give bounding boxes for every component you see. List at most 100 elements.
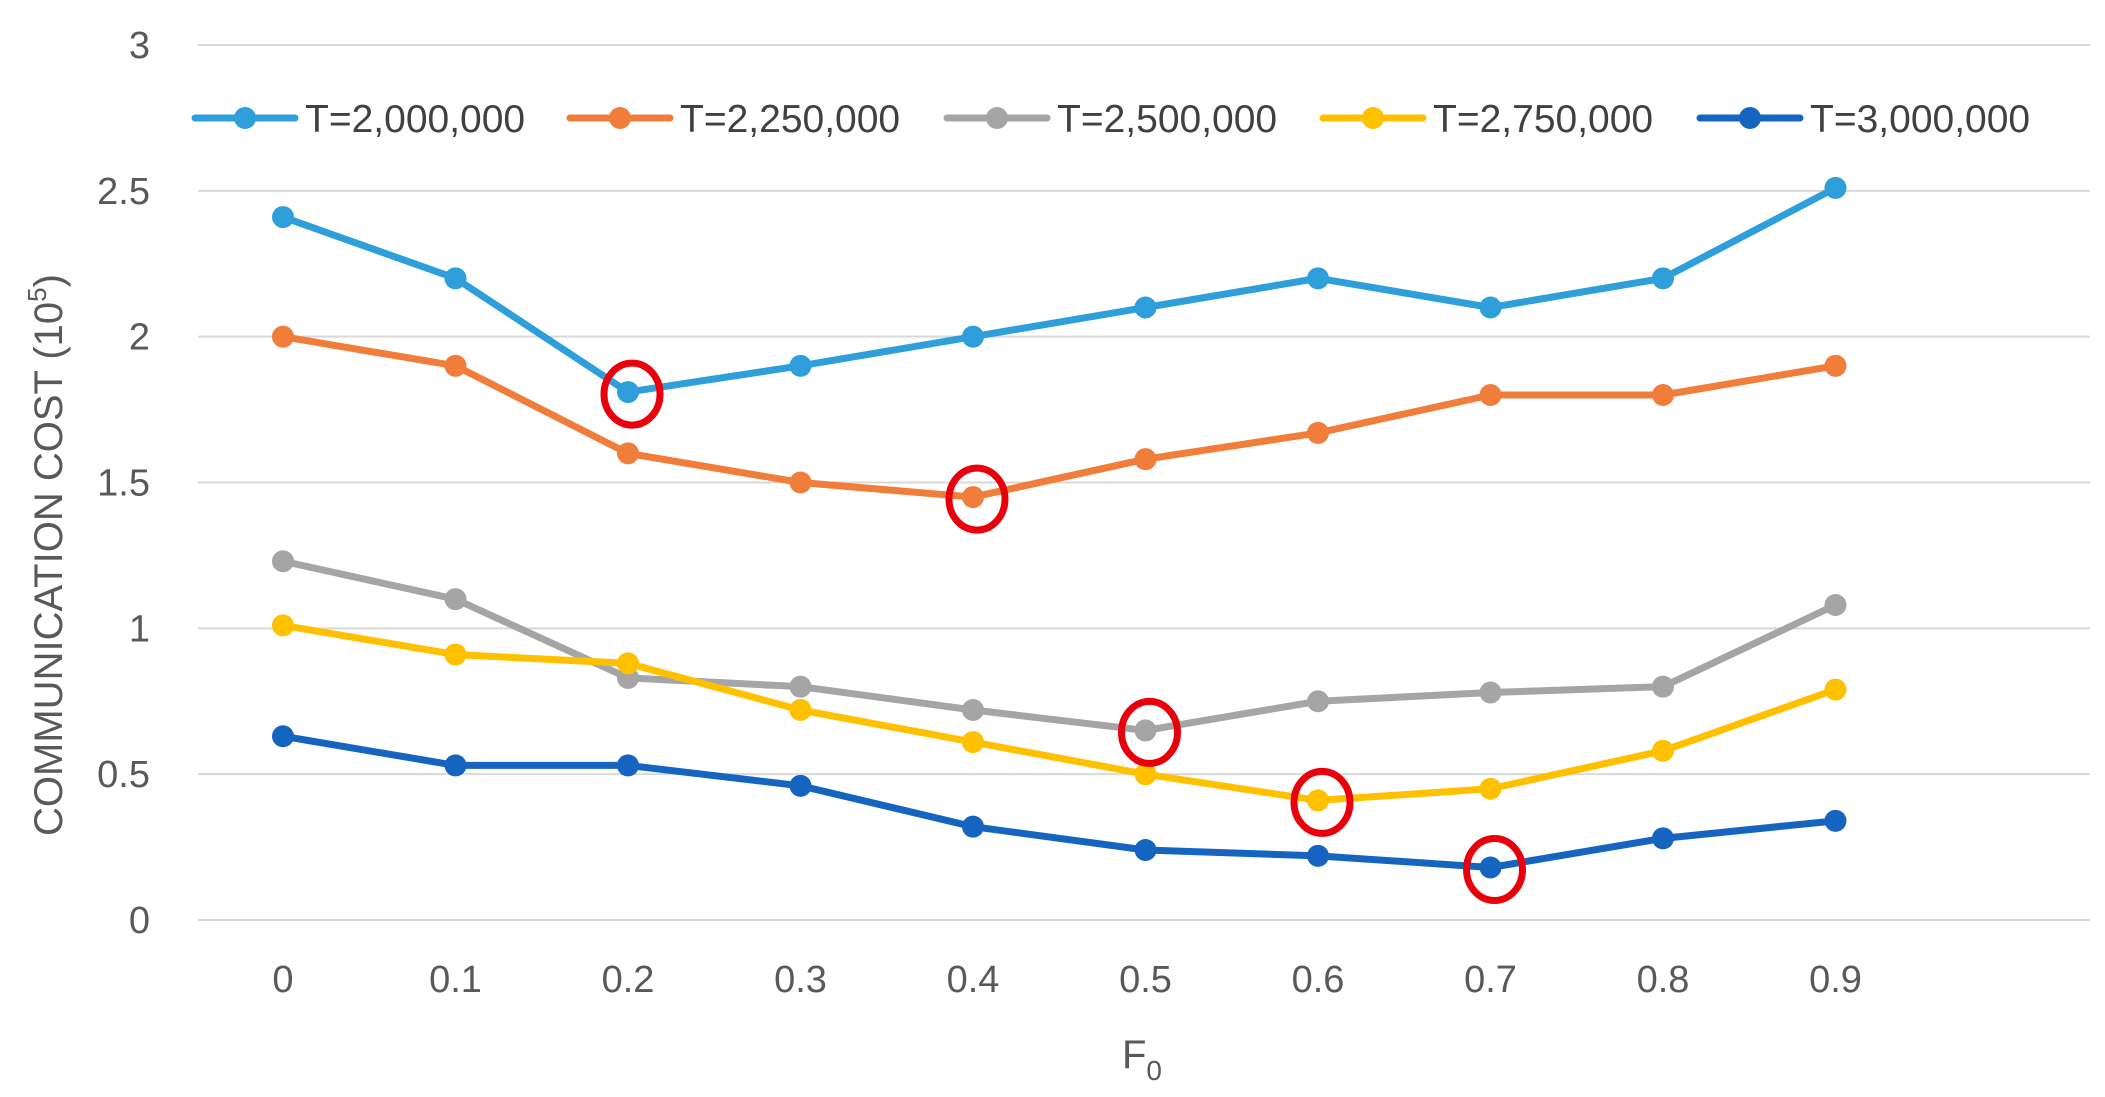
data-point xyxy=(1652,739,1674,762)
data-point xyxy=(1134,296,1157,319)
data-point xyxy=(617,442,639,465)
legend[interactable]: T=2,000,000 T=2,250,000 T=2,500,000 T=2,750… xyxy=(191,98,2030,141)
data-point xyxy=(1824,809,1847,832)
x-axis-title-subscript: 0 xyxy=(1146,1055,1162,1086)
data-point xyxy=(1307,421,1329,444)
data-point xyxy=(789,675,812,698)
legend-label: T=3,000,000 xyxy=(1810,98,2030,141)
y-axis-title: COMMUNICATION COST (105) xyxy=(22,274,71,836)
series-5 xyxy=(272,725,1847,879)
y-tick-label: 3 xyxy=(129,25,150,67)
data-point xyxy=(962,815,984,838)
legend-swatch-marker xyxy=(986,107,1008,129)
data-point xyxy=(617,652,639,675)
x-axis-ticks: 0 0.1 0.2 0.3 0.4 0.5 0.6 0.7 0.8 0.9 xyxy=(272,959,1861,1001)
data-point xyxy=(1824,678,1847,701)
data-point xyxy=(1479,681,1502,704)
minimum-highlight-circle xyxy=(945,464,1009,534)
series-line xyxy=(279,184,1839,396)
data-point xyxy=(444,643,467,666)
data-point xyxy=(789,354,812,377)
minimum-highlights xyxy=(600,359,1526,904)
data-point xyxy=(1134,448,1157,471)
data-point xyxy=(789,471,812,494)
series-2 xyxy=(272,325,1847,509)
x-tick-label: 0.7 xyxy=(1464,959,1517,1001)
x-tick-label: 0.3 xyxy=(774,959,827,1001)
data-point xyxy=(1134,719,1157,742)
y-axis-title-text: COMMUNICATION COST (10 xyxy=(27,302,71,836)
series-lines xyxy=(272,176,1847,879)
series-3 xyxy=(272,550,1847,742)
data-point xyxy=(1307,267,1329,290)
data-point xyxy=(272,550,294,573)
minimum-highlight-circle xyxy=(600,359,664,429)
minimum-highlight-circle xyxy=(1290,767,1354,837)
legend-item[interactable]: T=2,500,000 xyxy=(943,98,1277,141)
y-axis-title-suffix: ) xyxy=(27,274,71,287)
data-point xyxy=(1824,176,1847,199)
data-point xyxy=(272,325,294,348)
legend-item[interactable]: T=2,250,000 xyxy=(566,98,900,141)
x-tick-label: 0 xyxy=(272,959,293,1001)
data-point xyxy=(962,325,984,348)
legend-label: T=2,000,000 xyxy=(305,98,525,141)
legend-swatch-marker xyxy=(1739,107,1761,129)
data-point xyxy=(1479,384,1502,406)
series-line xyxy=(279,732,1839,871)
data-point xyxy=(962,486,984,509)
legend-label: T=2,750,000 xyxy=(1433,98,1653,141)
data-point xyxy=(1824,594,1847,616)
data-point xyxy=(1652,384,1674,406)
legend-item[interactable]: T=2,000,000 xyxy=(191,98,525,141)
data-point xyxy=(1479,777,1502,800)
x-tick-label: 0.4 xyxy=(947,959,1000,1001)
legend-label: T=2,500,000 xyxy=(1057,98,1277,141)
data-point xyxy=(272,725,294,748)
minimum-highlight-circle xyxy=(1463,835,1526,904)
data-point xyxy=(1307,844,1329,867)
data-point xyxy=(444,354,467,377)
legend-swatch-marker xyxy=(1362,107,1384,129)
data-point xyxy=(1479,296,1502,319)
data-point xyxy=(1134,763,1157,786)
legend-item[interactable]: T=3,000,000 xyxy=(1696,98,2030,141)
data-point xyxy=(1652,675,1674,698)
data-point xyxy=(1307,789,1329,812)
legend-item[interactable]: T=2,750,000 xyxy=(1319,98,1653,141)
data-point xyxy=(1652,267,1674,290)
x-axis-title-text: F xyxy=(1122,1033,1146,1077)
data-point xyxy=(1307,690,1329,713)
series-4 xyxy=(272,614,1847,812)
legend-swatch-marker xyxy=(609,107,631,129)
x-tick-label: 0.8 xyxy=(1637,959,1690,1001)
data-point xyxy=(272,206,294,229)
y-tick-label: 2.5 xyxy=(97,171,150,213)
x-tick-label: 0.5 xyxy=(1119,959,1172,1001)
minimum-highlight-circle xyxy=(1118,697,1181,767)
y-tick-label: 1.5 xyxy=(97,463,150,505)
y-tick-label: 0.5 xyxy=(97,754,150,796)
data-point xyxy=(962,731,984,754)
data-point xyxy=(1134,839,1157,861)
data-point xyxy=(444,267,467,290)
data-point xyxy=(1652,827,1674,850)
data-point xyxy=(1824,354,1847,377)
data-point xyxy=(444,588,467,611)
series-line xyxy=(279,333,1839,501)
legend-swatch-marker xyxy=(234,107,256,129)
data-point xyxy=(789,774,812,797)
data-point xyxy=(789,699,812,721)
data-point xyxy=(617,381,639,404)
x-tick-label: 0.9 xyxy=(1809,959,1862,1001)
gridlines xyxy=(198,44,2090,921)
x-axis-title: F0 xyxy=(1122,1033,1162,1086)
x-tick-label: 0.2 xyxy=(602,959,655,1001)
y-axis-title-superscript: 5 xyxy=(22,287,52,301)
data-point xyxy=(962,699,984,721)
data-point xyxy=(617,754,639,777)
x-tick-label: 0.6 xyxy=(1292,959,1345,1001)
data-point xyxy=(444,754,467,777)
legend-label: T=2,250,000 xyxy=(680,98,900,141)
